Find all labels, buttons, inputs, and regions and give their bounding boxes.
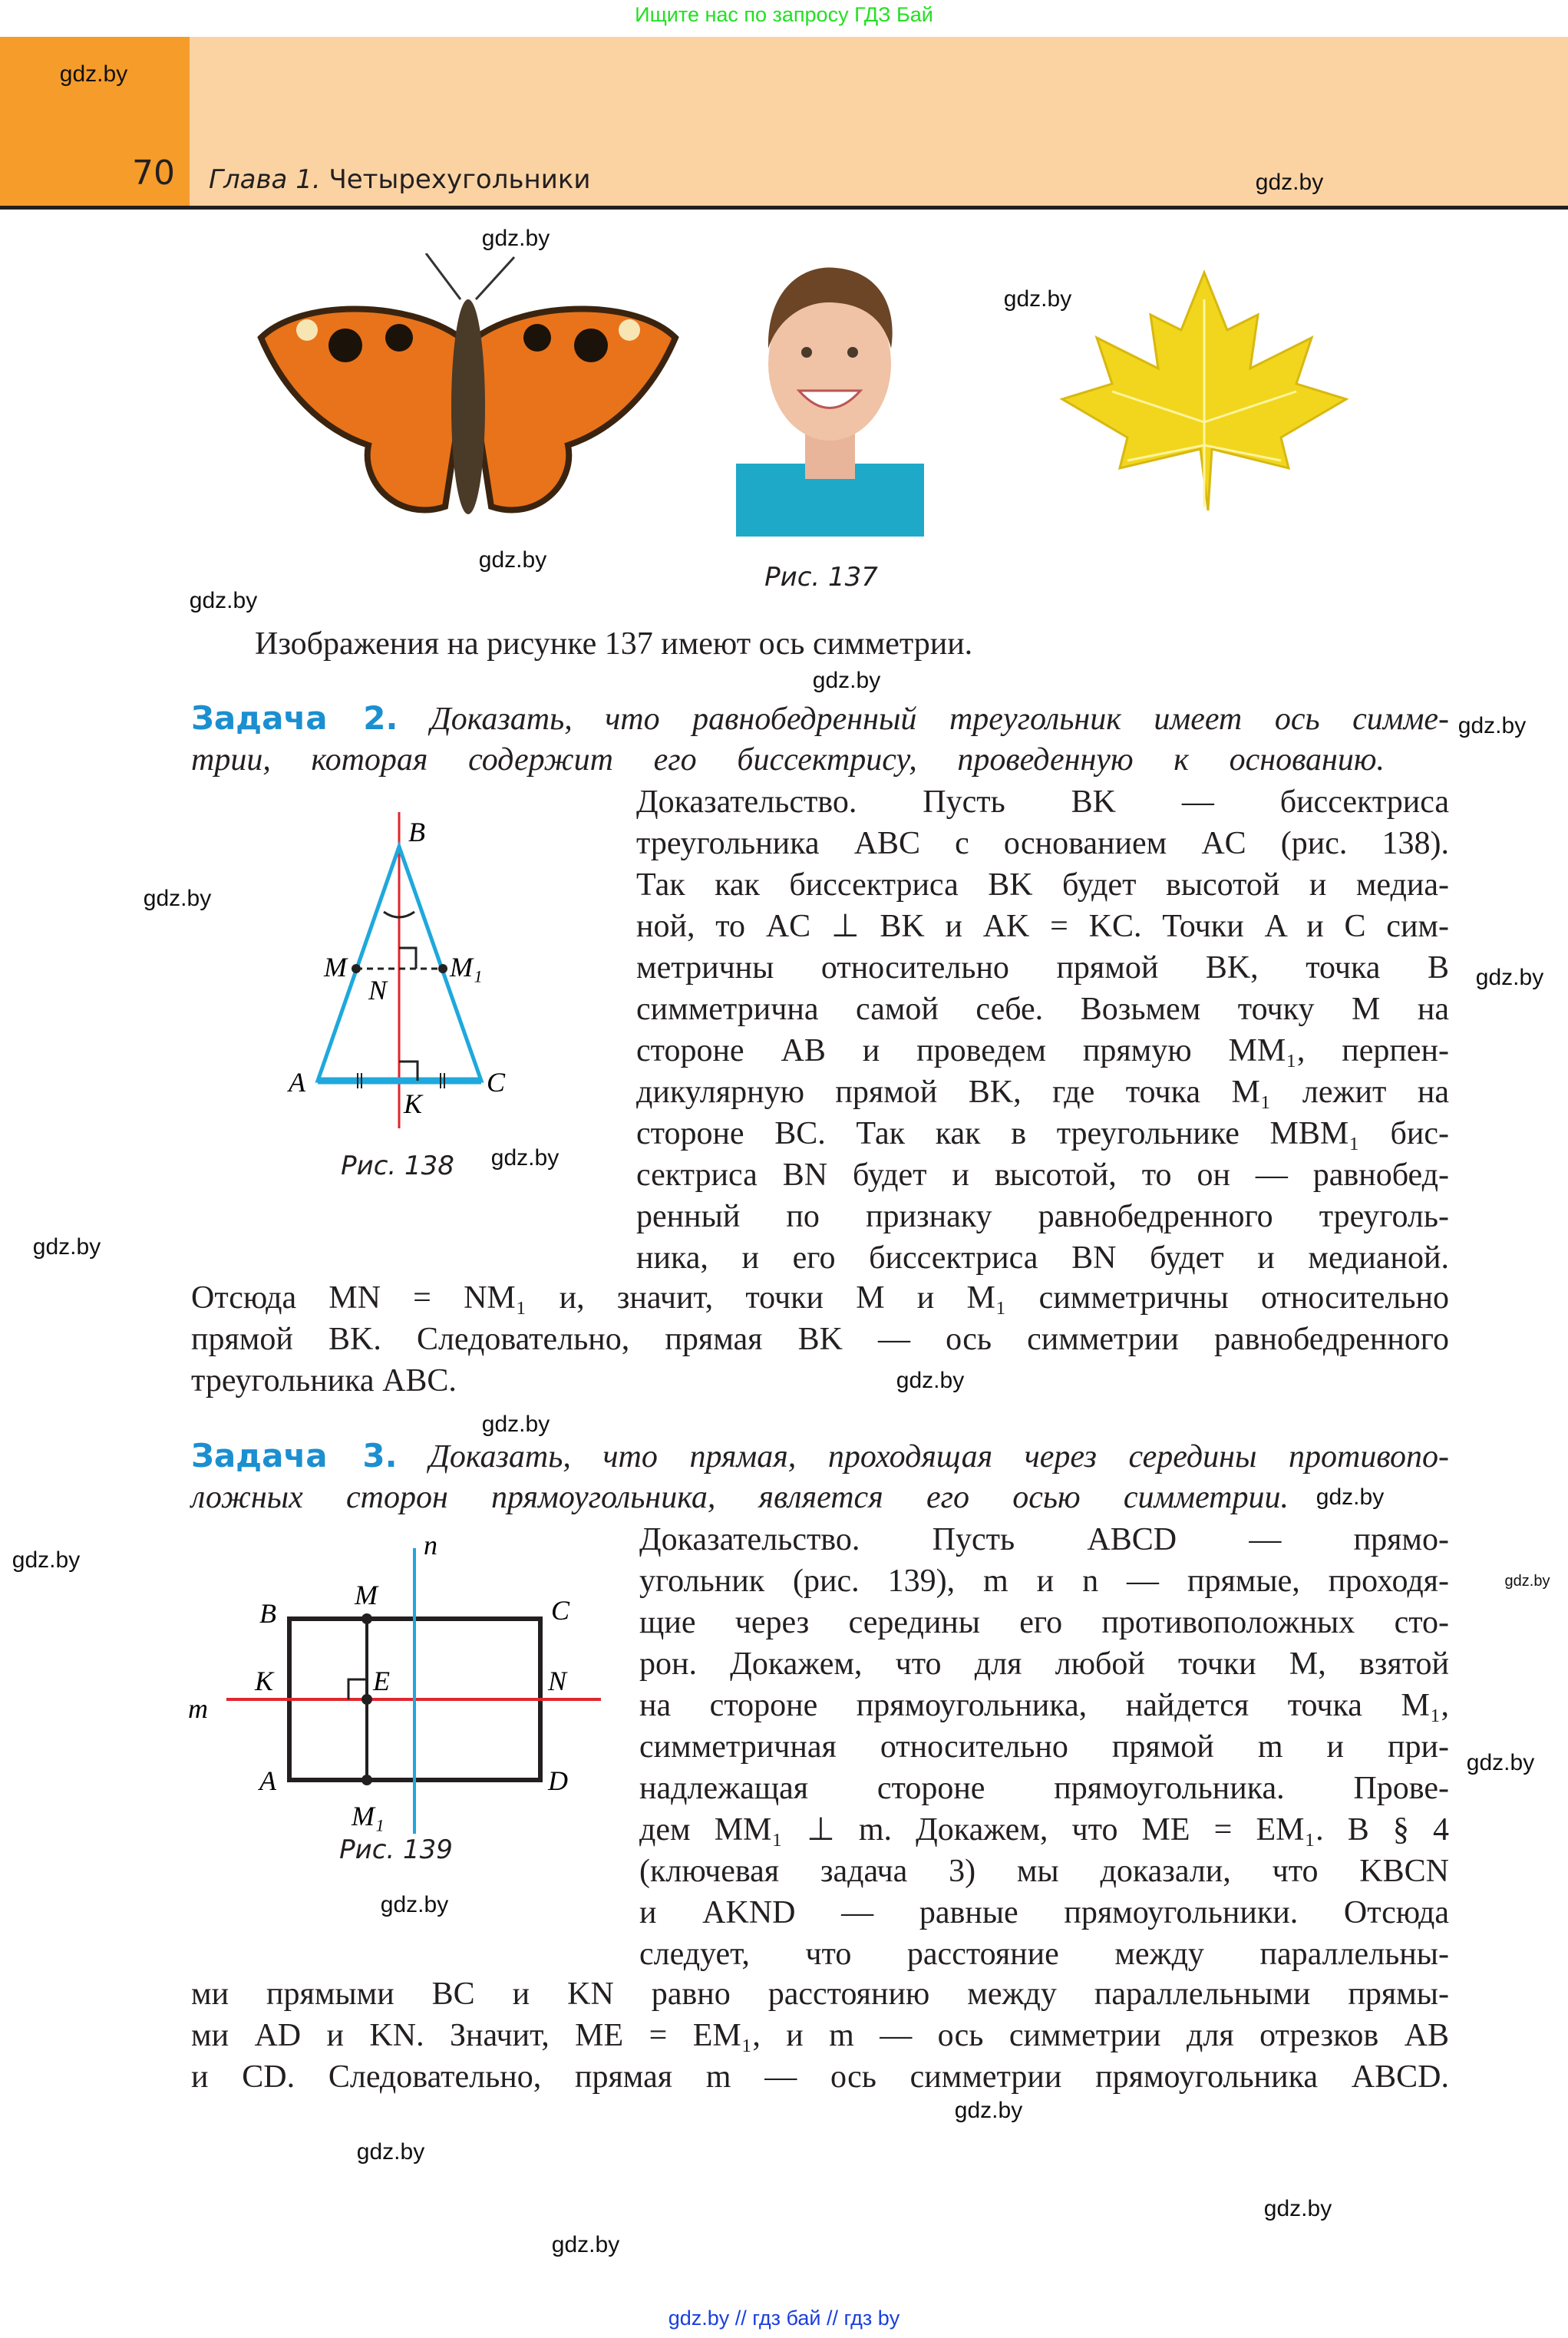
label-m: m <box>188 1693 208 1724</box>
label-K: K <box>254 1666 275 1696</box>
page-number: 70 <box>132 154 175 193</box>
watermark: gdz.by <box>812 668 881 693</box>
task3-statement-line: Задача 3. Доказать, что прямая, проходящ… <box>191 1437 1450 1474</box>
watermark: gdz.by <box>380 1892 449 1917</box>
text-line: и CD. Следовательно, прямая m — ось симм… <box>191 2059 1449 2095</box>
text-line: ренный по признаку равнобедренного треуг… <box>636 1199 1449 1234</box>
text-line: треугольника ABC с основанием AC (рис. 1… <box>636 826 1449 861</box>
watermark: gdz.by <box>1466 1750 1535 1775</box>
watermark: gdz.by <box>490 1145 560 1171</box>
watermark: gdz.by <box>189 588 258 613</box>
task2-label: Задача 2. <box>191 699 398 737</box>
boy-portrait-image <box>736 267 924 537</box>
watermark: gdz.by <box>481 1412 550 1437</box>
header-band <box>190 37 1568 206</box>
watermark: gdz.by <box>59 61 128 87</box>
text-line: надлежащая стороне прямоугольника. Прове… <box>639 1771 1449 1806</box>
text-line: стороне AB и проведем прямую MM₁, перпен… <box>636 1033 1449 1068</box>
text-line: треугольника ABC. <box>191 1363 457 1399</box>
label-B: B <box>259 1598 276 1629</box>
chapter-title: Глава 1. Четырехугольники <box>209 164 590 195</box>
label-N: N <box>547 1666 568 1696</box>
text-line: Доказательство. Пусть BK — биссектриса <box>636 784 1449 820</box>
text-line: ника, и его биссектриса BN будет и медиа… <box>636 1240 1449 1276</box>
watermark: gdz.by <box>896 1368 965 1393</box>
figure-137-caption: Рис. 137 <box>764 562 878 593</box>
task3-text: Доказать, что прямая, проходящая через с… <box>429 1439 1450 1474</box>
text-line: и AKND — равные прямоугольники. Отсюда <box>639 1895 1449 1930</box>
watermark: gdz.by <box>478 547 547 573</box>
task3-label: Задача 3. <box>191 1437 398 1474</box>
task2-statement-line: трии, которая содержит его биссектрису, … <box>191 742 1385 778</box>
text-line: прямой BK. Следовательно, прямая BK — ос… <box>191 1322 1449 1357</box>
figure-138-triangle: B M M₁ N A K C <box>287 812 506 1128</box>
watermark: gdz.by <box>551 2232 620 2257</box>
watermark: gdz.by <box>481 226 550 251</box>
label-N: N <box>368 975 388 1006</box>
label-E: E <box>372 1666 390 1696</box>
text-line: стороне BC. Так как в треугольнике MBM₁ … <box>636 1116 1449 1151</box>
intro-text: Изображения на рисунке 137 имеют ось сим… <box>255 626 973 662</box>
watermark: gdz.by <box>954 2098 1023 2123</box>
task3-statement-line: ложных сторон прямоугольника, является е… <box>191 1480 1289 1515</box>
text-line: щие через середины его противоположных с… <box>639 1605 1449 1640</box>
chapter-prefix: Глава 1. <box>209 164 321 195</box>
text-line: метричны относительно прямой BK, точка B <box>636 950 1449 986</box>
watermark: gdz.by <box>356 2139 425 2165</box>
label-C: C <box>487 1067 506 1098</box>
text-line: симметричная относительно прямой m и при… <box>639 1729 1449 1765</box>
header-page-tab <box>0 37 190 206</box>
label-A: A <box>258 1765 277 1796</box>
text-line: ной, то AC ⊥ BK и AK = KC. Точки A и C с… <box>636 909 1449 944</box>
watermark: gdz.by <box>1255 170 1324 195</box>
text-line: ми AD и KN. Значит, ME = EM₁, и m — ось … <box>191 2018 1449 2053</box>
label-n: n <box>424 1530 437 1560</box>
label-M1: M₁ <box>351 1801 385 1831</box>
task2-statement-line: Задача 2. Доказать, что равнобедренный т… <box>191 699 1450 737</box>
header-divider <box>0 206 1568 210</box>
label-A: A <box>287 1067 306 1098</box>
text-line: следует, что расстояние между параллельн… <box>639 1937 1449 1972</box>
watermark: gdz.by <box>1263 2196 1332 2221</box>
label-M: M <box>354 1580 379 1610</box>
watermark: gdz.by <box>1504 1573 1550 1590</box>
figure-139-caption: Рис. 139 <box>339 1834 453 1865</box>
text-line: рон. Докажем, что для любой точки M, взя… <box>639 1646 1449 1682</box>
label-K: K <box>403 1088 424 1119</box>
watermark: gdz.by <box>12 1547 81 1573</box>
label-M: M <box>323 952 348 982</box>
watermark: gdz.by <box>1475 965 1544 990</box>
text-line: симметрична самой себе. Возьмем точку M … <box>636 992 1449 1027</box>
text-line: Доказательство. Пусть ABCD — прямо- <box>639 1522 1449 1557</box>
task2-text: Доказать, что равнобедренный треугольник… <box>431 702 1450 737</box>
text-line: ми прямыми BC и KN равно расстоянию межд… <box>191 1976 1449 2012</box>
label-B: B <box>408 817 425 847</box>
footer-links[interactable]: gdz.by // гдз бай // гдз by <box>668 2307 900 2330</box>
text-line: дем MM₁ ⊥ m. Докажем, что ME = EM₁. В § … <box>639 1812 1449 1848</box>
watermark: gdz.by <box>1457 713 1527 738</box>
watermark: gdz.by <box>1315 1484 1385 1510</box>
text-line: (ключевая задача 3) мы доказали, что KBC… <box>639 1854 1449 1889</box>
watermark: gdz.by <box>1003 286 1072 312</box>
text-line: Так как биссектриса BK будет высотой и м… <box>636 867 1449 903</box>
text-line: сектриса BN будет и высотой, то он — рав… <box>636 1157 1449 1193</box>
label-C: C <box>551 1595 570 1626</box>
butterfly-image <box>257 253 679 514</box>
label-D: D <box>547 1765 568 1796</box>
figure-138-caption: Рис. 138 <box>341 1151 454 1181</box>
text-line: дикулярную прямой BK, где точка M₁ лежит… <box>636 1075 1449 1110</box>
text-line: угольник (рис. 139), m и n — прямые, про… <box>639 1564 1449 1599</box>
chapter-name: Четырехугольники <box>328 164 591 195</box>
top-banner: Ищите нас по запросу ГДЗ Бай <box>635 3 933 26</box>
text-line: на стороне прямоугольника, найдется точк… <box>639 1688 1449 1723</box>
maple-leaf-image <box>1059 269 1349 511</box>
watermark: gdz.by <box>32 1234 101 1260</box>
label-M1: M₁ <box>449 952 483 982</box>
watermark: gdz.by <box>143 886 212 911</box>
figure-139-rectangle: n m B M C K E N A M₁ D <box>188 1530 601 1834</box>
text-line: Отсюда MN = NM₁ и, значит, точки M и M₁ … <box>191 1280 1449 1316</box>
